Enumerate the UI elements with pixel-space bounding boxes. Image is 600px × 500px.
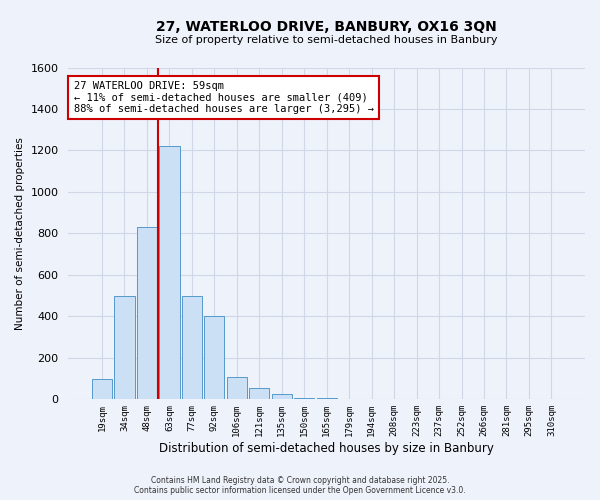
Bar: [92, 378, 112, 400]
Bar: [182, 296, 202, 400]
Text: Contains HM Land Registry data © Crown copyright and database right 2025.
Contai: Contains HM Land Registry data © Crown c…: [134, 476, 466, 495]
Bar: [137, 227, 157, 400]
Bar: [294, 398, 314, 400]
Bar: [249, 388, 269, 400]
Bar: [317, 398, 337, 400]
Bar: [272, 394, 292, 400]
Text: 27 WATERLOO DRIVE: 59sqm
← 11% of semi-detached houses are smaller (409)
88% of : 27 WATERLOO DRIVE: 59sqm ← 11% of semi-d…: [74, 81, 374, 114]
Y-axis label: Number of semi-detached properties: Number of semi-detached properties: [15, 137, 25, 330]
Title: Size of property relative to semi-detached houses in Banbury: Size of property relative to semi-detach…: [155, 34, 498, 44]
X-axis label: Distribution of semi-detached houses by size in Banbury: Distribution of semi-detached houses by …: [159, 442, 494, 455]
Bar: [115, 296, 134, 400]
Bar: [204, 316, 224, 400]
Bar: [227, 376, 247, 400]
Bar: [159, 146, 179, 400]
Text: 27, WATERLOO DRIVE, BANBURY, OX16 3QN: 27, WATERLOO DRIVE, BANBURY, OX16 3QN: [157, 20, 497, 34]
